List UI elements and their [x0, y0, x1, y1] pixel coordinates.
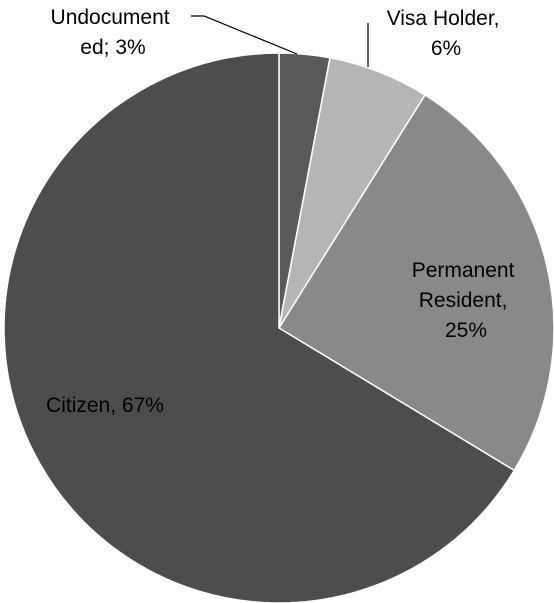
leader-line-undocumented — [191, 15, 298, 55]
pie-slice-citizen — [3, 52, 516, 603]
slice-label-citizen: Citizen, 67% — [46, 394, 164, 417]
leader-lines — [191, 15, 369, 67]
slice-label-visa-holder: Visa Holder, 6% — [387, 7, 506, 60]
slice-label-permanent-resident: Permanent Resident, 25% — [412, 259, 521, 342]
pie-slices — [3, 52, 554, 603]
slice-label-undocumented: Undocument ed; 3% — [51, 6, 176, 59]
pie-slice-permanent-resident — [277, 93, 554, 472]
